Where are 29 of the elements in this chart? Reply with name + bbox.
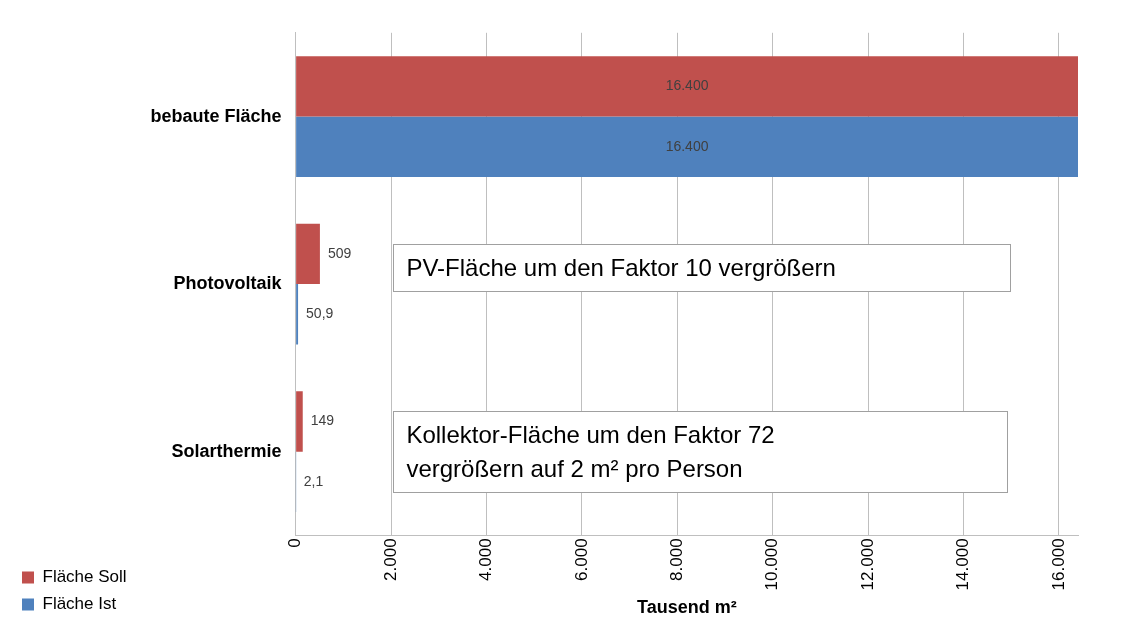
y-tick-label: Photovoltaik: [173, 273, 283, 294]
data-label: 2,1: [303, 472, 324, 489]
x-tick-label: 4.000: [476, 538, 496, 581]
text-box: PV-Fläche um den Faktor 10 vergrößern: [393, 244, 1012, 293]
legend-label: Fläche Ist: [42, 594, 117, 614]
data-label: 149: [310, 412, 335, 429]
x-tick-label: 8.000: [666, 538, 686, 581]
annotation: Kollektor-Fläche um den Faktor 72 vergrößern auf 2 m² pro Person: [406, 419, 776, 484]
x-tick-label: 0: [285, 538, 305, 548]
x-axis-title: Tausend m²: [636, 597, 737, 618]
bar: [296, 223, 320, 285]
data-label: 50,9: [306, 305, 334, 322]
x-tick-label: 14.000: [953, 538, 973, 591]
x-tick-label: 16.000: [1048, 538, 1068, 591]
x-tick-label: 12.000: [857, 538, 877, 591]
y-tick-label: Solarthermie: [171, 440, 282, 461]
data-label: 16.400: [665, 137, 709, 154]
data-label: 16.400: [665, 77, 709, 94]
bar: [296, 391, 303, 452]
bar: [296, 56, 1078, 117]
legend-label: Fläche Soll: [42, 567, 127, 587]
annotation: PV-Fläche um den Faktor 10 vergrößern: [406, 253, 836, 284]
y-tick-label: bebaute Fläche: [150, 105, 282, 126]
data-label: 509: [327, 244, 352, 261]
x-tick-label: 10.000: [762, 538, 782, 591]
x-tick-label: 2.000: [380, 538, 400, 581]
bar: [296, 116, 1078, 177]
x-tick-label: 6.000: [571, 538, 591, 581]
text-box: Kollektor-Fläche um den Faktor 72 vergrößern auf 2 m² pro Person: [393, 410, 1008, 493]
